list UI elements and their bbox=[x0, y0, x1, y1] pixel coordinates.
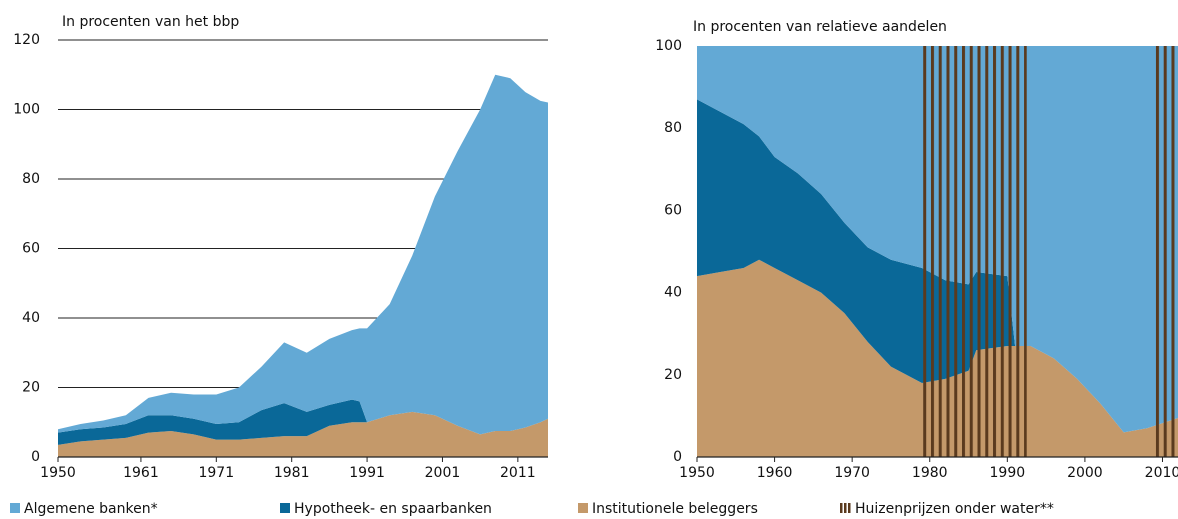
subtitle: In procenten van relatieve aandelen bbox=[693, 19, 947, 35]
y-tick-label: 0 bbox=[31, 449, 40, 465]
y-tick-label: 20 bbox=[664, 367, 682, 383]
legend-swatch bbox=[848, 503, 851, 513]
y-tick-label: 100 bbox=[655, 38, 682, 54]
x-tick-label: 1961 bbox=[123, 465, 159, 481]
x-tick-label: 1981 bbox=[274, 465, 310, 481]
legend-swatch bbox=[840, 503, 843, 513]
subtitle: In procenten van het bbp bbox=[62, 14, 239, 30]
legend-label: Huizenprijzen onder water** bbox=[855, 501, 1054, 517]
x-tick-label: 1950 bbox=[679, 465, 715, 481]
y-tick-label: 80 bbox=[664, 120, 682, 136]
area bbox=[58, 399, 548, 445]
x-tick-label: 2000 bbox=[1067, 465, 1103, 481]
y-tick-label: 0 bbox=[673, 449, 682, 465]
x-tick-label: 2001 bbox=[425, 465, 461, 481]
y-tick-label: 80 bbox=[22, 171, 40, 187]
x-tick-label: 1950 bbox=[40, 465, 76, 481]
area bbox=[58, 411, 548, 457]
y-tick-label: 40 bbox=[22, 310, 40, 326]
x-tick-label: 1980 bbox=[912, 465, 948, 481]
y-tick-label: 60 bbox=[22, 241, 40, 257]
x-tick-label: 2010 bbox=[1145, 465, 1178, 481]
legend-label: Institutionele beleggers bbox=[592, 501, 758, 517]
x-tick-label: 1990 bbox=[990, 465, 1026, 481]
y-tick-label: 40 bbox=[664, 285, 682, 301]
y-tick-label: 100 bbox=[13, 102, 40, 118]
x-tick-label: 1970 bbox=[834, 465, 870, 481]
shaded-period bbox=[1154, 46, 1178, 457]
y-tick-label: 60 bbox=[664, 202, 682, 218]
x-tick-label: 1960 bbox=[757, 465, 793, 481]
shaded-period bbox=[921, 46, 1027, 457]
legend-swatch bbox=[280, 503, 290, 513]
y-tick-label: 20 bbox=[22, 380, 40, 396]
legend-swatch bbox=[10, 503, 20, 513]
x-tick-label: 1971 bbox=[198, 465, 234, 481]
area bbox=[58, 74, 548, 435]
legend-swatch bbox=[844, 503, 847, 513]
legend-label: Algemene banken* bbox=[24, 501, 158, 517]
area bbox=[697, 259, 1178, 457]
x-tick-label: 2011 bbox=[500, 465, 536, 481]
y-tick-label: 120 bbox=[13, 32, 40, 48]
legend-label: Hypotheek- en spaarbanken bbox=[294, 501, 492, 517]
x-tick-label: 1991 bbox=[349, 465, 385, 481]
legend-swatch bbox=[578, 503, 588, 513]
